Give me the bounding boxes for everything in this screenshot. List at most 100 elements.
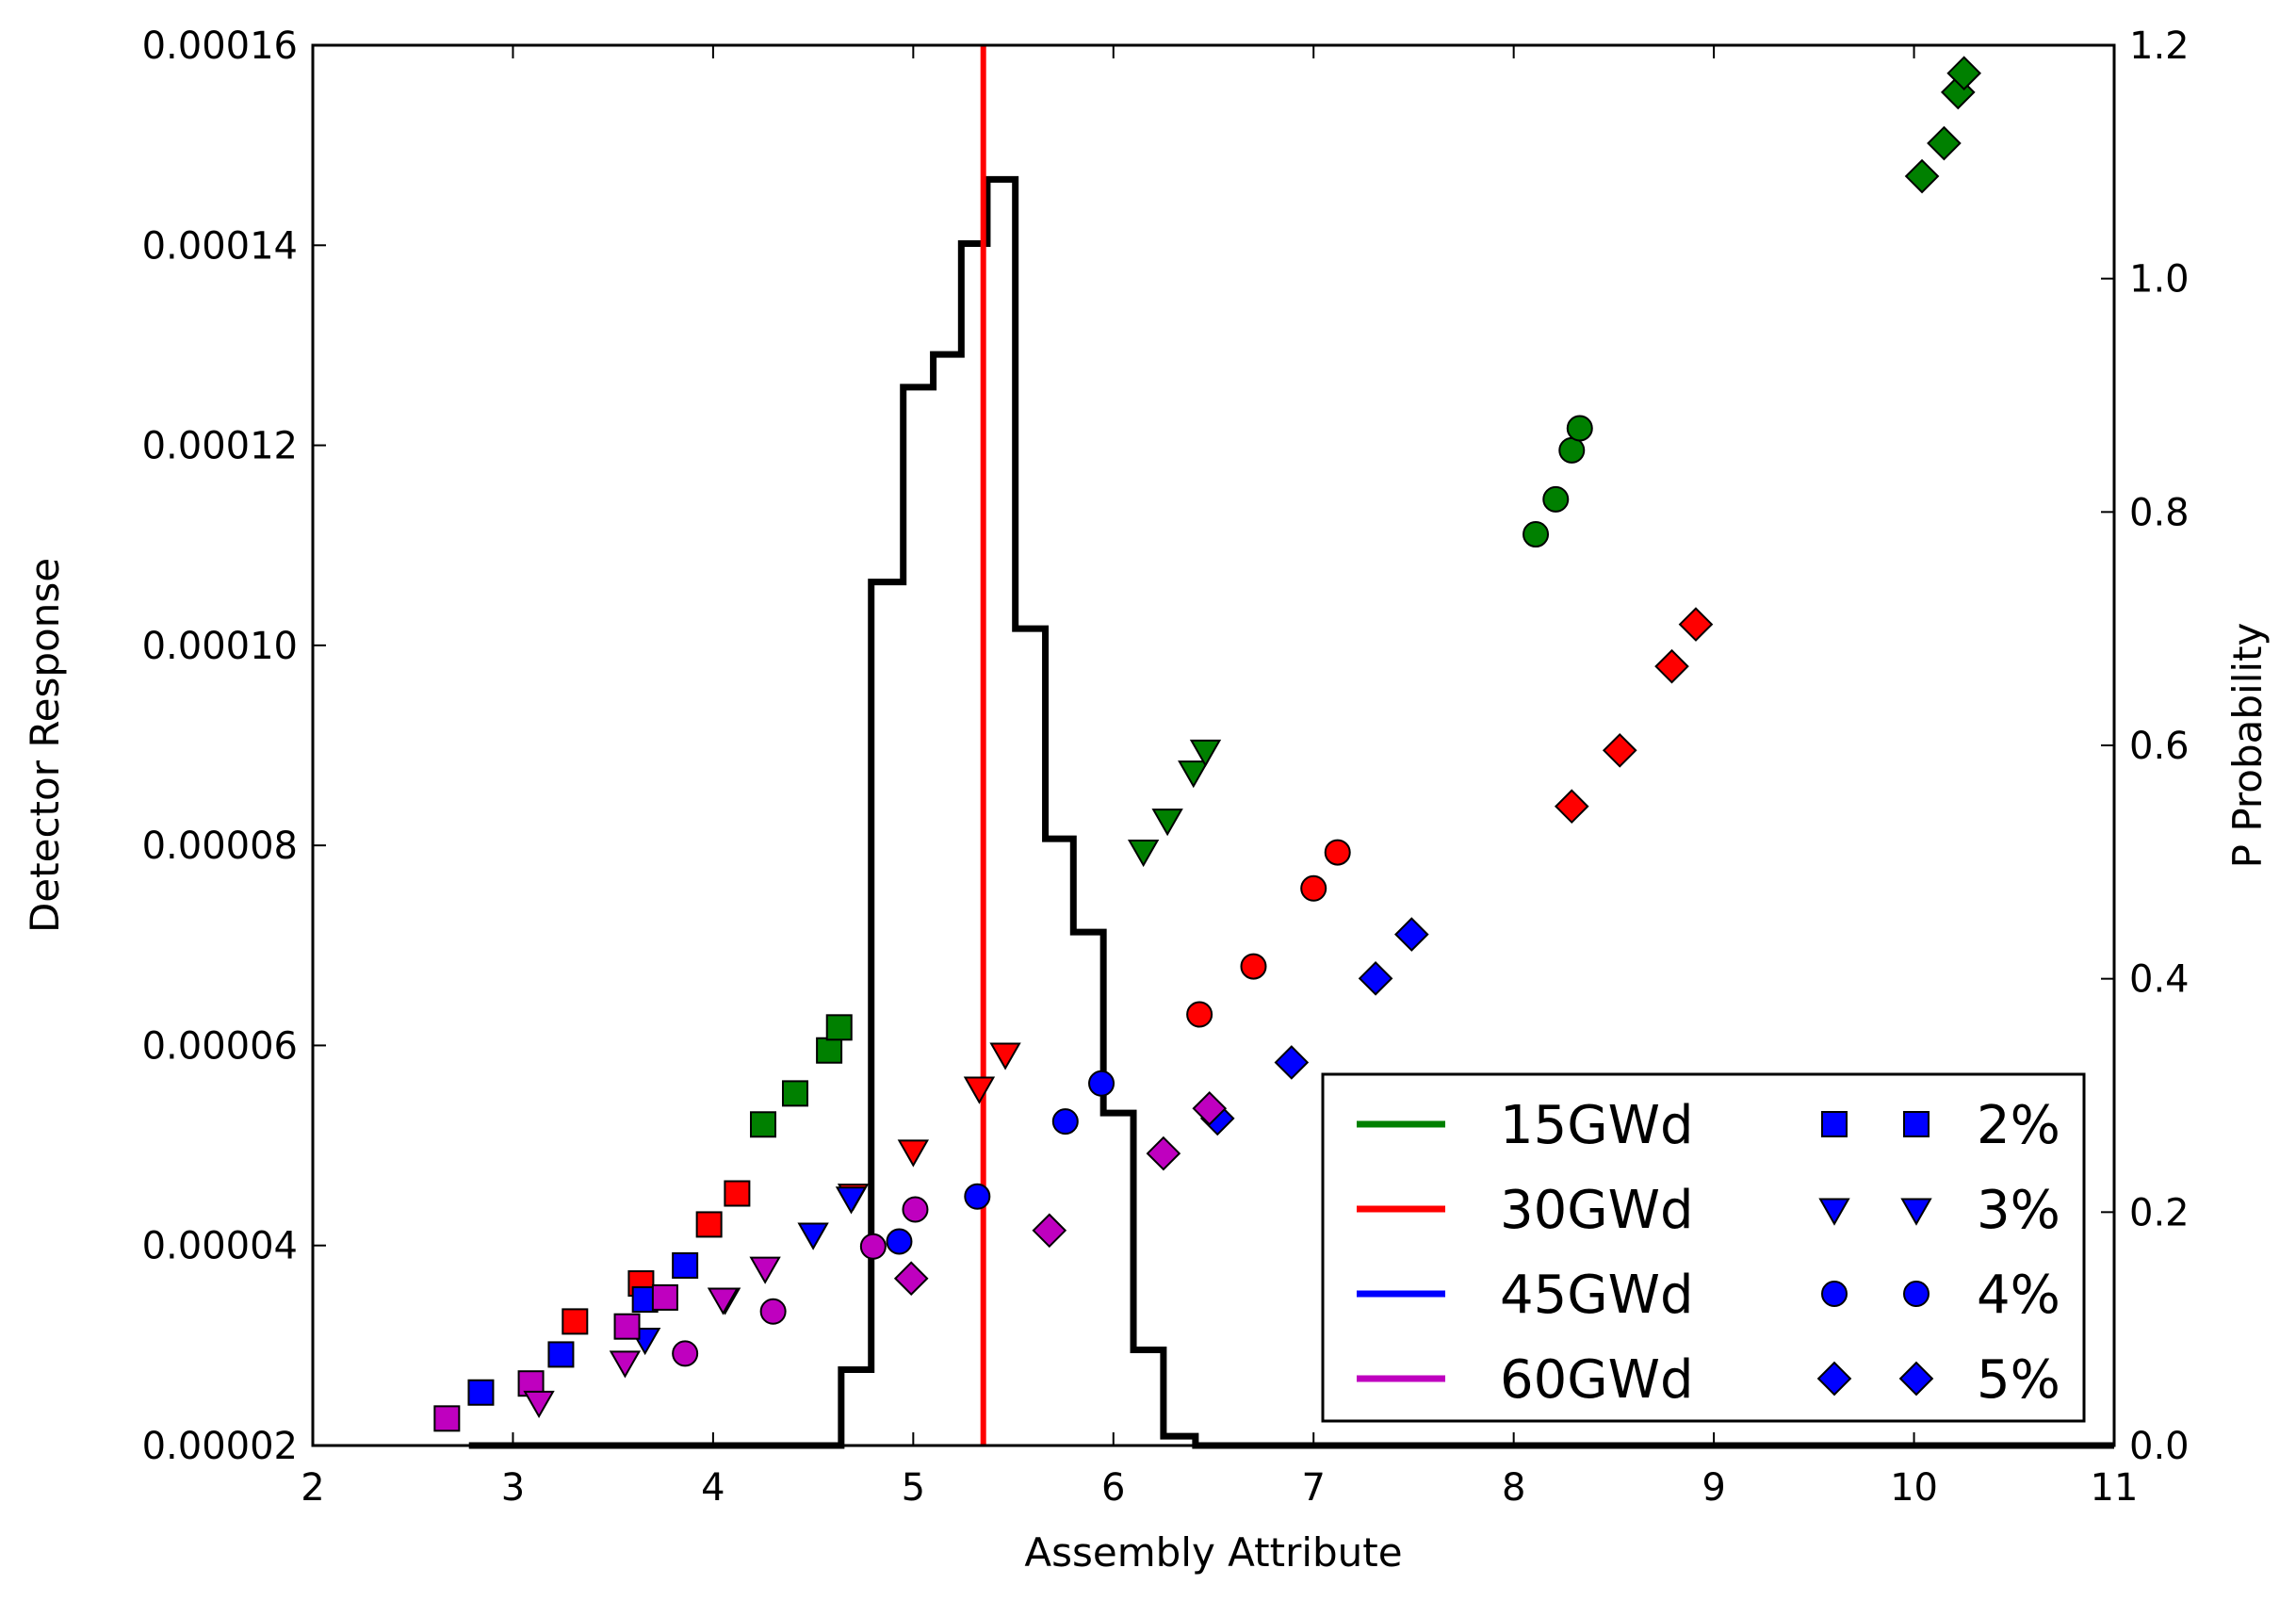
data-point-15gwd-circle-3 — [1558, 436, 1586, 464]
data-point-60gwd-square-3 — [613, 1313, 641, 1340]
data-point-45gwd-diamond-4 — [1394, 917, 1429, 952]
y2-tick-label: 1.2 — [2129, 25, 2190, 68]
legend-label-enrichment: 3% — [1977, 1180, 2060, 1241]
data-point-45gwd-square-1 — [467, 1379, 495, 1406]
x-axis-label: Assembly Attribute — [1024, 1529, 1402, 1576]
y-tick-label: 0.00008 — [142, 825, 298, 868]
y-axis-ticks: 0.00002 0.00004 0.00006 0.00008 0.00010 0.000… — [142, 25, 326, 1468]
y2-axis-ticks: 0.0 0.2 0.4 0.6 0.8 1.0 1.2 — [2101, 25, 2190, 1468]
data-point-60gwd-diamond-4 — [1192, 1090, 1228, 1126]
data-point-60gwd-diamond-1 — [893, 1261, 929, 1297]
y-tick-label: 0.00002 — [142, 1425, 298, 1468]
legend-box — [1321, 1072, 2086, 1423]
x-tick-label: 9 — [1702, 1466, 1725, 1510]
y-tick-label: 0.00010 — [142, 625, 298, 668]
x-tick-label: 11 — [2091, 1466, 2139, 1510]
data-point-30gwd-triangle-down-4 — [989, 1042, 1021, 1070]
data-point-60gwd-square-4 — [651, 1283, 678, 1311]
x-tick-label: 5 — [902, 1466, 925, 1510]
x-tick-label: 3 — [501, 1466, 525, 1510]
legend-marker-diamond-b — [1898, 1361, 1934, 1397]
data-point-15gwd-triangle-down-3 — [1178, 760, 1210, 789]
data-point-15gwd-diamond-4 — [1946, 56, 1981, 91]
data-point-45gwd-circle-1 — [886, 1228, 913, 1255]
data-point-60gwd-circle-4 — [902, 1196, 929, 1223]
y-tick-label: 0.00012 — [142, 425, 298, 468]
legend: 15GWd 30GWd 45GWd 60GWd 2% 3% 4% 5% — [1321, 1072, 2086, 1423]
data-point-60gwd-circle-1 — [672, 1340, 699, 1367]
data-point-30gwd-square-4 — [724, 1180, 751, 1207]
data-point-60gwd-diamond-3 — [1146, 1135, 1181, 1171]
data-point-15gwd-circle-1 — [1523, 521, 1550, 548]
data-point-60gwd-circle-2 — [759, 1298, 787, 1325]
data-point-60gwd-triangle-down-3 — [707, 1287, 740, 1315]
data-point-45gwd-circle-3 — [1051, 1108, 1079, 1135]
data-point-15gwd-circle-2 — [1542, 485, 1570, 513]
x-tick-label: 7 — [1301, 1466, 1325, 1510]
legend-label-enrichment: 2% — [1977, 1095, 2060, 1156]
data-point-60gwd-circle-3 — [859, 1233, 887, 1260]
legend-marker-square-b — [1903, 1111, 1930, 1137]
data-point-45gwd-triangle-down-3 — [797, 1222, 829, 1250]
data-point-15gwd-diamond-2 — [1927, 125, 1962, 161]
data-point-60gwd-diamond-2 — [1032, 1213, 1067, 1249]
legend-label-30gwd: 30GWd — [1500, 1180, 1694, 1241]
legend-label-15gwd: 15GWd — [1500, 1095, 1694, 1156]
data-point-30gwd-diamond-1 — [1554, 789, 1589, 825]
x-axis-ticks: 2 3 4 5 6 7 8 9 10 11 — [301, 45, 2138, 1510]
legend-marker-diamond-a — [1816, 1361, 1852, 1397]
x-tick-label: 10 — [1890, 1466, 1938, 1510]
data-point-30gwd-square-3 — [695, 1211, 723, 1238]
y2-tick-label: 0.6 — [2129, 725, 2190, 768]
y-tick-label: 0.00006 — [142, 1024, 298, 1068]
x-tick-label: 6 — [1101, 1466, 1125, 1510]
data-point-15gwd-diamond-3 — [1940, 74, 1976, 110]
data-point-45gwd-circle-4 — [1088, 1070, 1115, 1097]
y-tick-label: 0.00004 — [142, 1225, 298, 1268]
data-point-30gwd-diamond-2 — [1602, 732, 1637, 768]
probability-histogram — [468, 175, 2114, 1449]
legend-label-60gwd: 60GWd — [1500, 1349, 1694, 1411]
data-point-45gwd-circle-2 — [964, 1183, 991, 1210]
data-point-30gwd-diamond-3 — [1654, 648, 1689, 684]
data-point-30gwd-circle-4 — [1324, 839, 1351, 866]
legend-label-45gwd: 45GWd — [1500, 1265, 1694, 1326]
data-point-15gwd-triangle-down-4 — [1189, 739, 1222, 768]
legend-marker-circle-b — [1903, 1281, 1930, 1307]
data-point-15gwd-circle-4 — [1566, 415, 1593, 442]
legend-label-enrichment: 5% — [1977, 1349, 2060, 1411]
data-point-15gwd-diamond-1 — [1904, 158, 1940, 194]
data-point-15gwd-square-4 — [825, 1014, 853, 1041]
data-point-60gwd-triangle-down-1 — [523, 1390, 555, 1419]
data-point-15gwd-square-1 — [750, 1111, 776, 1138]
data-point-30gwd-triangle-down-3 — [963, 1076, 996, 1104]
x-tick-label: 8 — [1502, 1466, 1525, 1510]
y2-tick-label: 0.0 — [2129, 1425, 2190, 1468]
y-axis-label: Detector Response — [22, 558, 68, 933]
data-point-30gwd-square-1 — [562, 1308, 589, 1335]
data-point-45gwd-square-4 — [672, 1251, 699, 1279]
data-point-30gwd-diamond-4 — [1678, 607, 1714, 642]
histogram-layer — [468, 175, 2114, 1449]
legend-marker-circle-a — [1821, 1281, 1848, 1307]
data-point-15gwd-triangle-down-1 — [1127, 839, 1160, 868]
y2-tick-label: 0.2 — [2129, 1191, 2190, 1234]
data-point-30gwd-circle-3 — [1300, 874, 1327, 902]
x-tick-label: 2 — [301, 1466, 324, 1510]
data-point-15gwd-triangle-down-2 — [1151, 809, 1183, 837]
data-point-30gwd-circle-1 — [1186, 1001, 1213, 1028]
y2-axis-label: P Probability — [2224, 623, 2271, 869]
scatter-points-layer — [433, 56, 1981, 1432]
data-point-45gwd-square-2 — [547, 1341, 575, 1368]
y-tick-label: 0.00014 — [142, 224, 298, 268]
legend-marker-triangle-down-a — [1818, 1198, 1850, 1226]
data-point-15gwd-square-3 — [816, 1037, 843, 1064]
legend-marker-square-a — [1821, 1111, 1848, 1137]
y2-tick-label: 0.8 — [2129, 491, 2190, 534]
y-tick-label: 0.00016 — [142, 25, 298, 68]
y2-tick-label: 0.4 — [2129, 958, 2190, 1002]
data-point-45gwd-diamond-3 — [1358, 960, 1393, 996]
data-point-45gwd-triangle-down-4 — [835, 1186, 868, 1215]
legend-marker-triangle-down-b — [1900, 1198, 1932, 1226]
data-point-45gwd-diamond-2 — [1274, 1045, 1310, 1080]
